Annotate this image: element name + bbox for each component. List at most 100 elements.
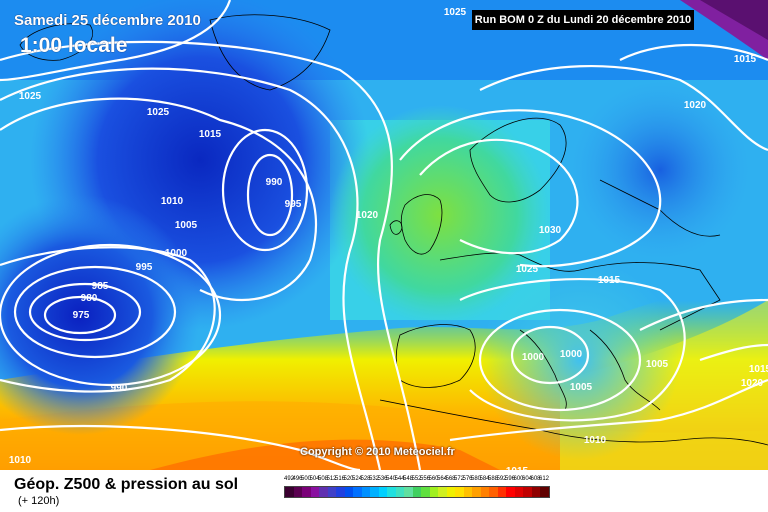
scale-swatch [344, 487, 353, 497]
isobar-label: 1025 [19, 91, 42, 102]
scale-swatch [472, 487, 481, 497]
scale-value: 540 [386, 476, 397, 482]
scale-swatch [310, 487, 319, 497]
scale-value: 500 [301, 476, 312, 482]
isobar-label: 1005 [175, 220, 198, 231]
scale-swatch [293, 487, 302, 497]
copyright-notice: Copyright © 2010 Meteociel.fr [300, 446, 455, 458]
isobar-label: 1010 [161, 196, 184, 207]
isobar-label: 975 [73, 310, 90, 321]
scale-value: 584 [479, 476, 490, 482]
isobar-label: 1005 [570, 382, 593, 393]
scale-value: 496 [292, 476, 303, 482]
scale-value: 576 [462, 476, 473, 482]
scale-value: 516 [335, 476, 346, 482]
scale-value: 572 [454, 476, 465, 482]
scale-value: 528 [360, 476, 371, 482]
scale-swatch [497, 487, 506, 497]
color-scale-labels: 492 496 500 504 508 512 516 520 524 528 532 536 540 5… [284, 476, 550, 482]
isobar-label: 1020 [356, 210, 379, 221]
isobar-label: 1025 [147, 107, 170, 118]
scale-value: 504 [309, 476, 320, 482]
scale-value: 536 [377, 476, 388, 482]
scale-swatch [514, 487, 523, 497]
isobar-label: 1005 [646, 359, 669, 370]
color-scale-bar [284, 486, 550, 498]
scale-swatch [480, 487, 489, 497]
scale-value: 564 [437, 476, 448, 482]
scale-value: 588 [488, 476, 499, 482]
scale-value: 612 [539, 476, 550, 482]
scale-value: 604 [522, 476, 533, 482]
scale-swatch [353, 487, 362, 497]
legend-title: Géop. Z500 & pression au sol [14, 476, 239, 493]
scale-swatch [412, 487, 421, 497]
isobar-label: 985 [92, 281, 109, 292]
scale-value: 512 [326, 476, 337, 482]
scale-swatch [421, 487, 430, 497]
isobar-label: 1030 [539, 225, 562, 236]
isobar-label: 990 [111, 383, 128, 394]
scale-value: 532 [369, 476, 380, 482]
forecast-time: 1:00 locale [20, 34, 128, 57]
scale-swatch [489, 487, 498, 497]
legend-subtitle: (+ 120h) [18, 495, 60, 507]
forecast-map: 1025101510251025101510209909951010100510… [0, 0, 768, 470]
isobar-lines [0, 0, 768, 470]
scale-value: 520 [343, 476, 354, 482]
scale-value: 548 [403, 476, 414, 482]
scale-value: 552 [411, 476, 422, 482]
scale-value: 600 [513, 476, 524, 482]
scale-swatch [370, 487, 379, 497]
scale-value: 580 [471, 476, 482, 482]
scale-value: 592 [496, 476, 507, 482]
scale-swatch [395, 487, 404, 497]
scale-swatch [302, 487, 311, 497]
scale-swatch [455, 487, 464, 497]
scale-value: 524 [352, 476, 363, 482]
scale-value: 492 [284, 476, 295, 482]
scale-swatch [285, 487, 294, 497]
isobar-label: 1000 [522, 352, 545, 363]
scale-swatch [404, 487, 413, 497]
forecast-date: Samedi 25 décembre 2010 [14, 12, 201, 29]
scale-swatch [531, 487, 540, 497]
scale-value: 568 [445, 476, 456, 482]
scale-swatch [378, 487, 387, 497]
scale-value: 608 [530, 476, 541, 482]
scale-value: 560 [428, 476, 439, 482]
scale-swatch [361, 487, 370, 497]
scale-swatch [336, 487, 345, 497]
scale-swatch [540, 487, 549, 497]
scale-swatch [506, 487, 515, 497]
scale-value: 508 [318, 476, 329, 482]
color-scale: 492 496 500 504 508 512 516 520 524 528 532 536 540 5… [284, 476, 550, 498]
scale-swatch [319, 487, 328, 497]
isobar-label: 1000 [165, 248, 188, 259]
isobar-label: 1020 [741, 378, 764, 389]
scale-swatch [438, 487, 447, 497]
isobar-label: 1010 [584, 435, 607, 446]
scale-swatch [463, 487, 472, 497]
scale-value: 596 [505, 476, 516, 482]
run-banner: Run BOM 0 Z du Lundi 20 décembre 2010 [472, 10, 694, 30]
isobar-label: 1015 [734, 54, 757, 65]
isobar-label: 995 [136, 262, 153, 273]
isobar-label: 1000 [560, 349, 583, 360]
isobar-label: 1015 [506, 466, 529, 470]
isobar-labels: 1025101510251025101510209909951010100510… [9, 7, 768, 470]
scale-value: 544 [394, 476, 405, 482]
isobar-label: 1015 [598, 275, 621, 286]
isobar-label: 1015 [749, 364, 768, 375]
isobar-label: 995 [285, 199, 302, 210]
isobar-label: 1020 [684, 100, 707, 111]
scale-swatch [387, 487, 396, 497]
scale-swatch [327, 487, 336, 497]
scale-swatch [446, 487, 455, 497]
scale-value: 556 [420, 476, 431, 482]
isobar-label: 1015 [199, 129, 222, 140]
isobar-label: 990 [266, 177, 283, 188]
isobar-label: 1025 [516, 264, 539, 275]
isobar-label: 1010 [9, 455, 32, 466]
